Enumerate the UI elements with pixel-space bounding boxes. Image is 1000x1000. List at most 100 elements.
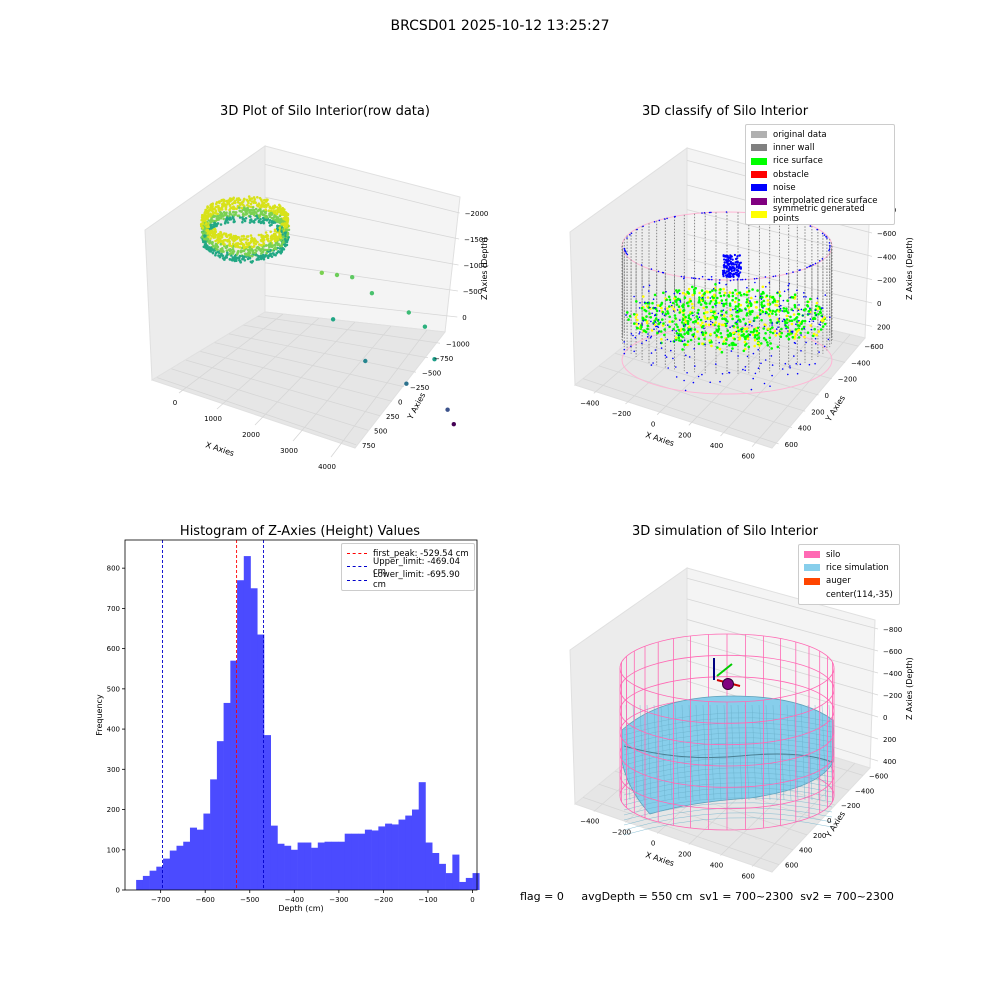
rice-surface-point	[774, 313, 778, 316]
rice-point	[245, 241, 248, 244]
rice-surface-point	[697, 342, 701, 346]
rice-surface-point	[696, 321, 700, 325]
rice-point	[270, 213, 273, 216]
rice-surface-point	[654, 317, 658, 320]
rice-surface-point	[712, 296, 715, 300]
noise-point	[783, 290, 786, 293]
ytick-label: 800	[107, 565, 120, 573]
rice-point	[271, 252, 274, 255]
rice-point	[228, 218, 231, 221]
rice-point	[202, 229, 206, 232]
status-footer: flag = 0 avgDepth = 550 cm sv1 = 700~230…	[520, 890, 894, 903]
rice-point	[261, 240, 265, 243]
rice-point	[203, 234, 206, 237]
noise-point	[738, 254, 741, 257]
rice-surface-point	[762, 336, 766, 340]
noise-point	[818, 351, 820, 353]
rice-point	[216, 241, 220, 245]
rice-surface-point	[686, 343, 689, 347]
rice-point	[201, 213, 204, 217]
rice-mesh-line	[667, 704, 673, 801]
panel1-ztick-label: −2000	[465, 210, 489, 218]
rice-surface-point	[729, 308, 732, 312]
noise-point	[697, 375, 700, 378]
rice-point	[284, 243, 287, 246]
rice-mesh-line	[716, 704, 722, 801]
noise-point	[800, 350, 802, 352]
rice-point	[217, 217, 220, 220]
noise-point	[800, 308, 803, 311]
rice-point	[228, 240, 231, 243]
rice-surface-point	[684, 293, 688, 296]
rice-surface-point	[698, 296, 701, 299]
noise-point	[744, 324, 747, 326]
rice-point	[230, 213, 233, 216]
noise-point	[630, 232, 633, 235]
rice-point	[282, 217, 286, 221]
rice-point	[237, 249, 240, 253]
rice-point	[238, 216, 242, 219]
rice-surface-point	[776, 318, 779, 321]
xtick-label: −500	[240, 896, 259, 904]
rice-point	[216, 214, 220, 218]
rice-point	[213, 221, 217, 225]
noise-point	[634, 336, 637, 339]
noise-point	[749, 300, 751, 302]
rice-surface-point	[729, 314, 732, 318]
rice-mesh-line	[695, 704, 701, 801]
rice-mesh-line	[623, 767, 833, 786]
panel4-ytick-label: −200	[841, 802, 860, 810]
rice-point	[243, 259, 247, 262]
noise-point	[764, 359, 767, 361]
noise-point	[689, 328, 692, 330]
noise-point	[814, 309, 817, 312]
noise-point	[828, 249, 830, 252]
rice-point	[269, 241, 272, 245]
noise-point	[805, 341, 807, 344]
rice-surface-point	[793, 293, 797, 297]
rice-point	[205, 229, 208, 232]
legend-label: inner wall	[773, 142, 815, 153]
rice-surface-point	[746, 304, 749, 308]
noise-point	[756, 277, 758, 280]
rice-surface-point	[793, 295, 797, 299]
panel3-histogram: −700 −600 −500 −400 −300 −200 −100 0 0 100 200 300 4…	[95, 539, 480, 913]
rice-point	[265, 251, 268, 255]
rice-surface-point	[714, 321, 718, 324]
rice-surface-point	[691, 311, 694, 315]
legend-swatch	[804, 564, 820, 572]
rice-point	[202, 217, 205, 221]
noise-point	[651, 312, 653, 315]
noise-point	[733, 279, 735, 281]
noise-point	[722, 309, 725, 312]
rice-surface-point	[693, 335, 697, 339]
rice-surface-point	[785, 314, 789, 318]
rice-point	[242, 200, 245, 203]
rice-surface-point	[760, 292, 763, 296]
rice-surface-point	[735, 315, 739, 318]
rice-point	[222, 217, 225, 221]
rice-surface-point	[740, 309, 743, 312]
rice-point	[249, 202, 253, 206]
rice-point	[278, 221, 282, 224]
rice-point	[217, 206, 220, 209]
rice-point	[285, 224, 289, 228]
noise-point	[730, 263, 733, 266]
rice-surface-point	[733, 300, 737, 304]
noise-point	[821, 258, 824, 260]
panel3-xlabel: Depth (cm)	[278, 904, 323, 913]
rice-surface-point	[721, 317, 724, 321]
noise-point	[660, 347, 663, 349]
panel4-ztick-label: −800	[883, 626, 902, 634]
rice-point	[286, 220, 289, 224]
rice-surface-point	[766, 303, 770, 306]
noise-point	[781, 368, 784, 370]
rice-surface-point	[665, 298, 668, 302]
noise-point	[752, 377, 754, 380]
rice-point	[211, 251, 215, 255]
noise-point	[791, 331, 794, 334]
ytick-label: 400	[107, 726, 120, 734]
rice-point	[270, 216, 274, 220]
noise-point	[687, 329, 690, 331]
rice-point	[265, 218, 269, 221]
